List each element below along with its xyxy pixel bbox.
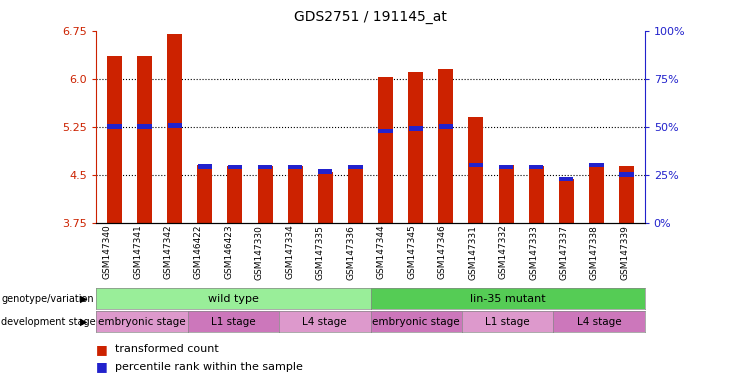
Bar [167,123,182,128]
Text: wild type: wild type [208,293,259,304]
Bar [288,166,303,223]
Bar [439,124,453,129]
Bar [468,117,483,223]
Bar [379,129,393,134]
Text: transformed count: transformed count [115,344,219,354]
Bar [589,166,604,223]
Bar [619,172,634,177]
Text: GSM146423: GSM146423 [225,225,233,279]
Bar [438,69,453,223]
Text: development stage: development stage [1,316,96,327]
Text: GDS2751 / 191145_at: GDS2751 / 191145_at [294,10,447,23]
Bar [348,165,362,169]
Text: GSM147344: GSM147344 [376,225,386,279]
Bar [318,172,333,223]
Bar [348,166,363,223]
Text: embryonic stage: embryonic stage [373,316,460,327]
Bar [258,166,273,223]
Bar [408,126,423,131]
Bar [258,165,272,169]
Text: genotype/variation: genotype/variation [1,293,94,304]
Text: GSM147332: GSM147332 [499,225,508,280]
Text: GSM147346: GSM147346 [438,225,447,280]
Bar [589,163,604,167]
Bar [137,56,152,223]
Text: ▶: ▶ [80,316,87,327]
Text: L1 stage: L1 stage [211,316,256,327]
Bar [198,164,212,169]
Bar [529,165,543,169]
Text: percentile rank within the sample: percentile rank within the sample [115,362,303,372]
Text: GSM147334: GSM147334 [285,225,294,280]
Bar [499,165,514,223]
Text: GSM147340: GSM147340 [102,225,112,280]
Text: GSM147338: GSM147338 [590,225,599,280]
Bar [528,166,544,223]
Text: GSM147341: GSM147341 [133,225,142,280]
Text: ■: ■ [96,360,108,373]
Text: GSM147336: GSM147336 [346,225,355,280]
Bar [227,165,242,169]
Text: ■: ■ [96,343,108,356]
Bar [378,77,393,223]
Text: GSM146422: GSM146422 [194,225,203,279]
Bar [227,166,242,223]
Bar [559,177,574,182]
Bar [318,169,333,174]
Bar [197,165,213,223]
Bar [137,124,152,129]
Text: lin-35 mutant: lin-35 mutant [470,293,545,304]
Text: GSM147339: GSM147339 [620,225,629,280]
Bar [107,124,122,129]
Bar [408,72,423,223]
Bar [167,34,182,223]
Text: GSM147337: GSM147337 [559,225,568,280]
Text: GSM147330: GSM147330 [255,225,264,280]
Text: L4 stage: L4 stage [576,316,621,327]
Text: GSM147333: GSM147333 [529,225,538,280]
Bar [499,165,514,169]
Text: ▶: ▶ [80,293,87,304]
Bar [288,165,302,169]
Text: embryonic stage: embryonic stage [99,316,186,327]
Bar [107,56,122,223]
Text: L1 stage: L1 stage [485,316,530,327]
Bar [619,166,634,223]
Text: GSM147342: GSM147342 [164,225,173,279]
Text: GSM147331: GSM147331 [468,225,477,280]
Text: L4 stage: L4 stage [302,316,347,327]
Text: GSM147335: GSM147335 [316,225,325,280]
Bar [469,163,483,167]
Bar [559,179,574,223]
Text: GSM147345: GSM147345 [408,225,416,280]
